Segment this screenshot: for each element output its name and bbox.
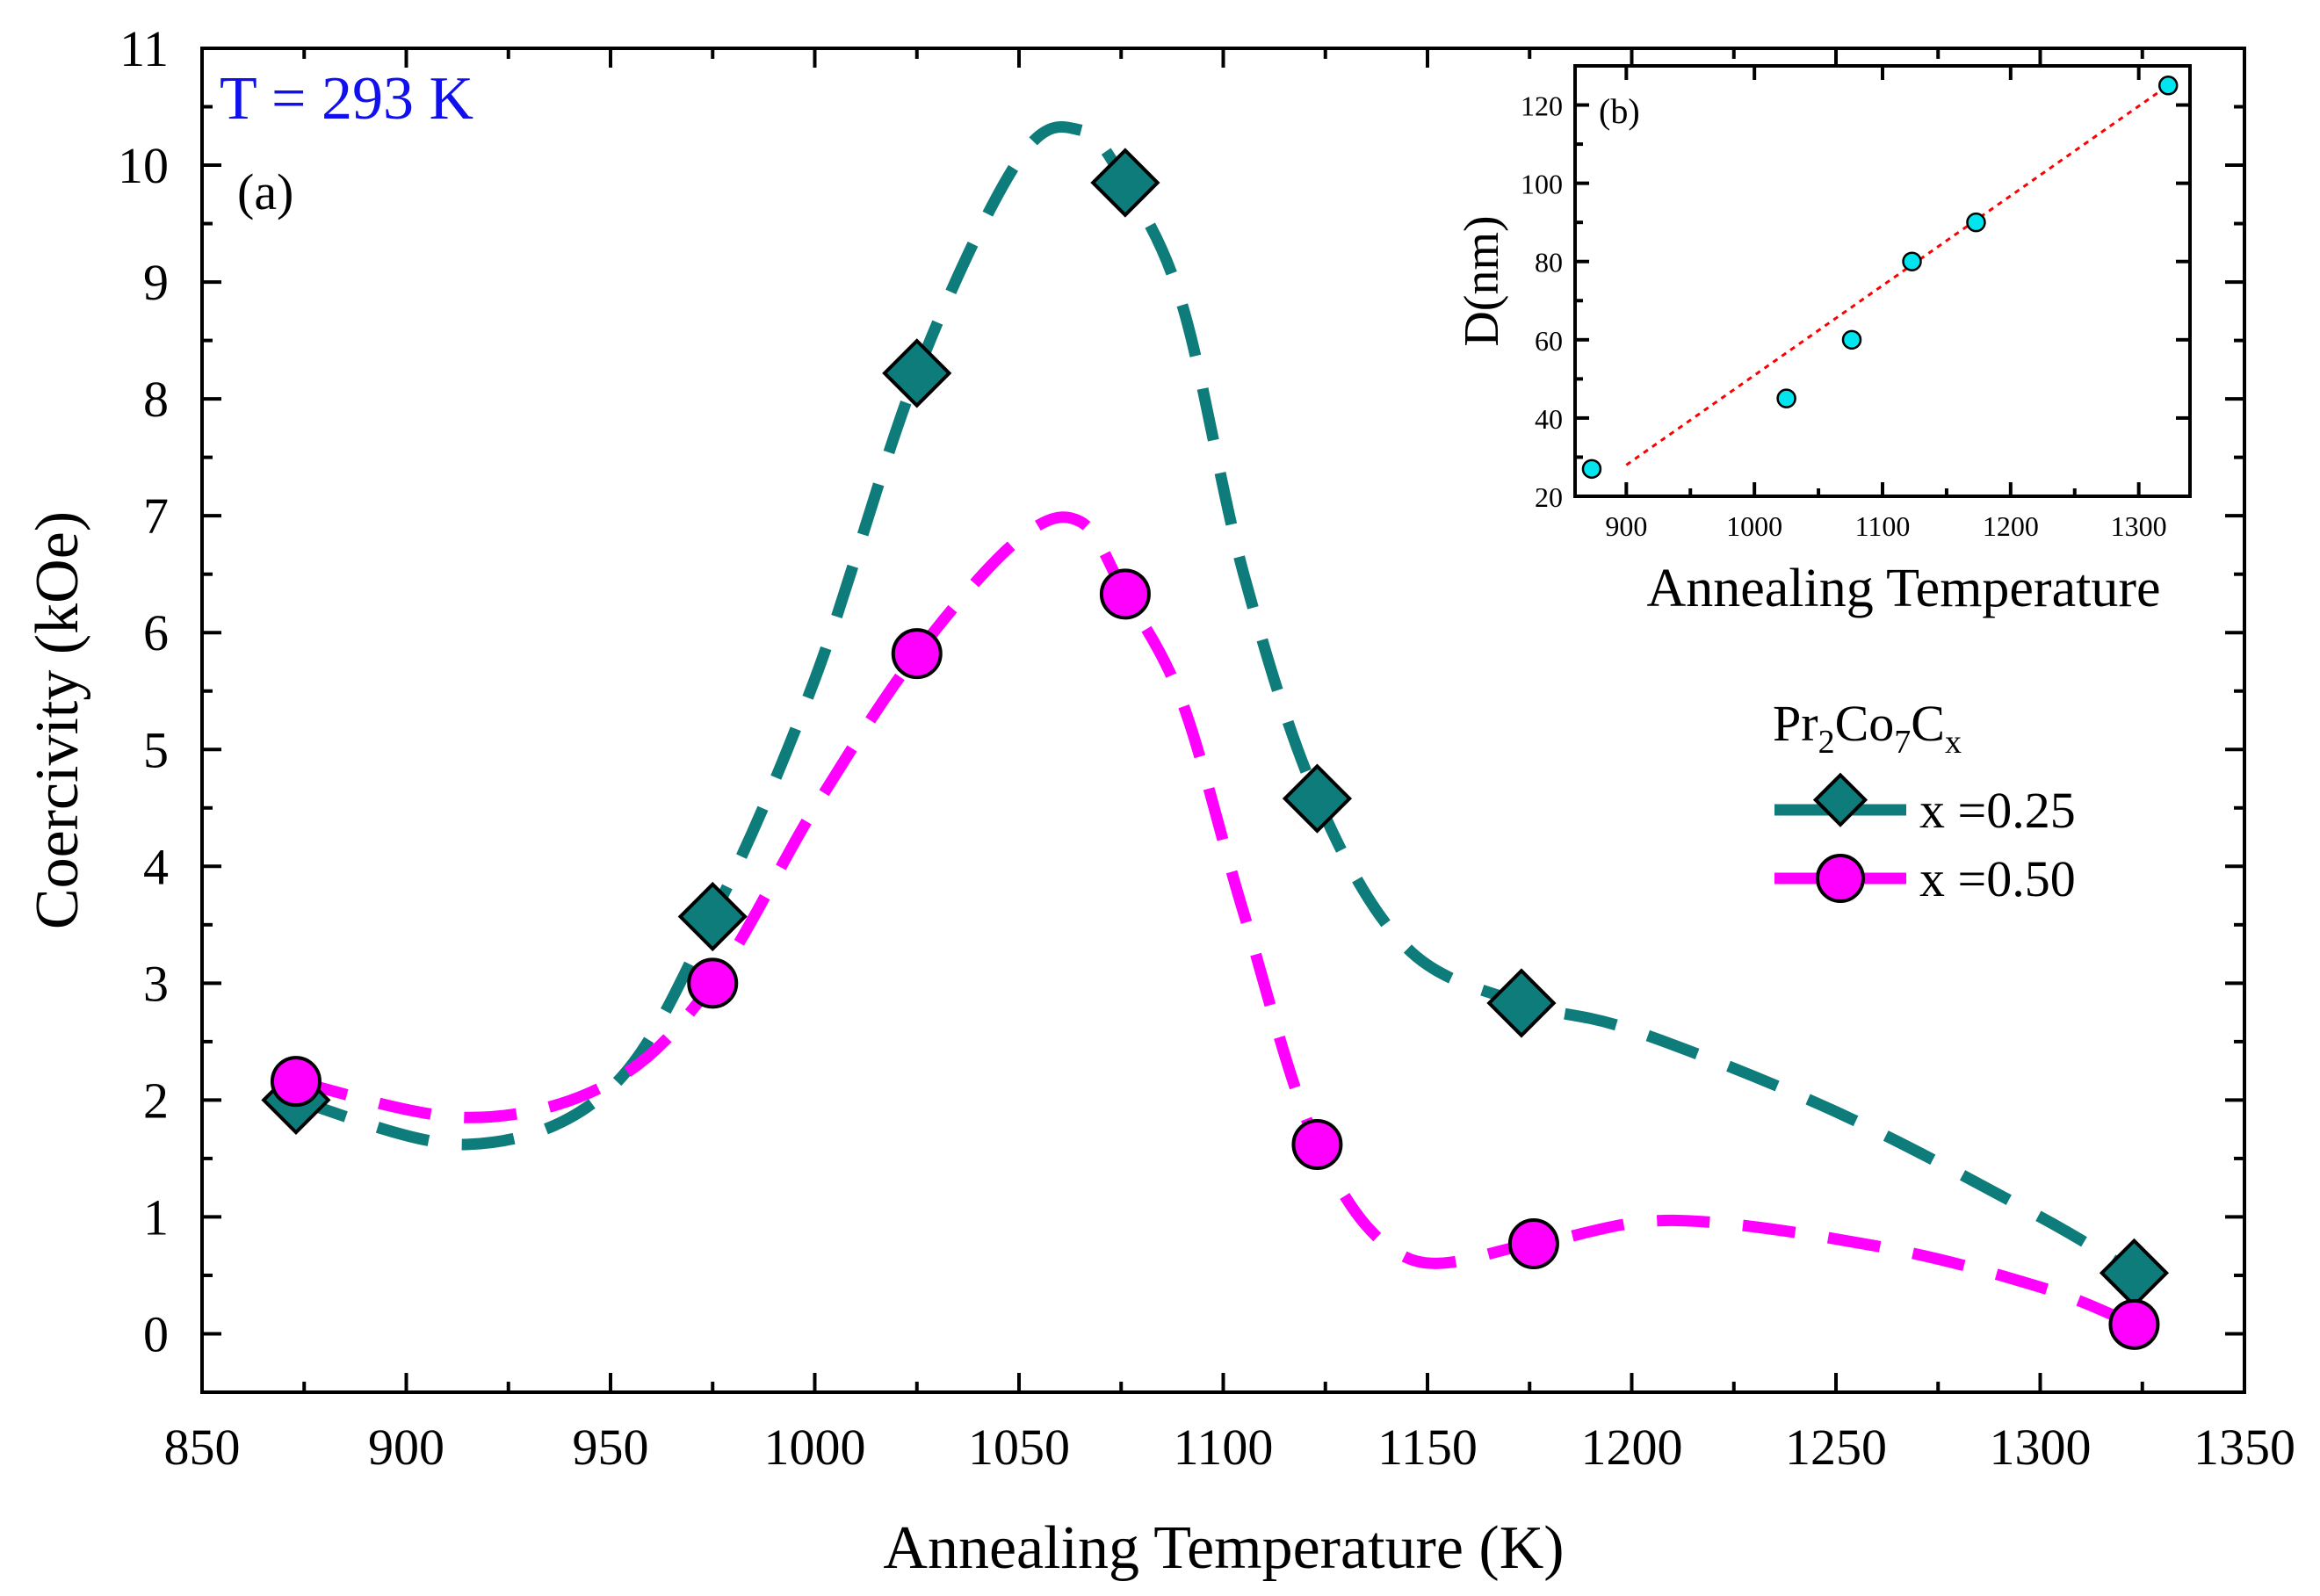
legend-title: Pr2Co7Cx bbox=[1773, 695, 1962, 761]
inset-data-point bbox=[2157, 76, 2179, 96]
main-x-tick-label: 950 bbox=[573, 1419, 649, 1476]
main-x-tick-label: 1300 bbox=[1990, 1419, 2092, 1476]
main-y-tick-label: 2 bbox=[143, 1072, 169, 1129]
main-y-tick-label: 11 bbox=[119, 20, 169, 77]
main-series-curves bbox=[294, 121, 2137, 1330]
main-x-axis-label: Annealing Temperature (K) bbox=[883, 1514, 1564, 1582]
inset-y-tick-label: 120 bbox=[1521, 90, 1563, 122]
data-point-circle bbox=[687, 957, 739, 1009]
main-y-tick-label: 5 bbox=[143, 721, 169, 778]
main-axis-ticks: 850 900 950 1000 1050 1100 1150 1200 1250 1300 135… bbox=[118, 20, 2295, 1476]
inset-data-point bbox=[1966, 212, 1986, 233]
legend-marker-circle bbox=[1816, 854, 1865, 903]
data-point-circle bbox=[891, 628, 943, 680]
inset-y-axis-label: D(nm) bbox=[1455, 215, 1509, 346]
inset-chart: 900 1000 1100 1200 1300 20 40 60 80 100 120 (b) An… bbox=[1455, 64, 2192, 618]
inset-plot-frame bbox=[1573, 64, 2192, 498]
data-point-diamond bbox=[2099, 1238, 2170, 1308]
series-curve-1 bbox=[294, 511, 2136, 1330]
main-y-tick-label: 10 bbox=[118, 137, 169, 194]
data-point-diamond bbox=[1282, 763, 1353, 834]
panel-label-a: (a) bbox=[237, 163, 293, 220]
data-point-circle bbox=[1291, 1118, 1343, 1170]
legend-label-x050: x =0.50 bbox=[1919, 850, 2076, 907]
main-x-tick-label: 1100 bbox=[1174, 1419, 1274, 1476]
inset-fit-line bbox=[1625, 84, 2170, 466]
inset-x-tick-label: 1200 bbox=[1983, 510, 2039, 542]
main-y-tick-label: 9 bbox=[143, 254, 169, 311]
data-point-diamond bbox=[1486, 968, 1557, 1038]
main-y-axis-label: Coercivity (kOe) bbox=[24, 511, 91, 929]
inset-y-tick-label: 20 bbox=[1535, 481, 1563, 513]
main-y-tick-label: 0 bbox=[143, 1305, 169, 1362]
legend-marker-diamond bbox=[1812, 772, 1868, 827]
main-series-markers bbox=[261, 148, 2170, 1350]
main-y-tick-label: 6 bbox=[143, 604, 169, 661]
data-point-circle bbox=[1099, 568, 1151, 620]
main-x-tick-label: 1000 bbox=[764, 1419, 866, 1476]
data-point-circle bbox=[2108, 1298, 2160, 1350]
inset-x-axis-label: Annealing Temperature bbox=[1646, 559, 2160, 618]
inset-y-tick-label: 100 bbox=[1521, 169, 1563, 200]
inset-y-tick-label: 40 bbox=[1535, 403, 1563, 435]
data-point-diamond bbox=[882, 338, 952, 408]
main-y-tick-label: 1 bbox=[143, 1188, 169, 1246]
inset-scatter-points bbox=[1581, 76, 2179, 480]
main-x-tick-label: 1200 bbox=[1581, 1419, 1683, 1476]
main-x-tick-label: 850 bbox=[164, 1419, 241, 1476]
inset-data-point bbox=[1841, 329, 1862, 350]
inset-x-tick-label: 1000 bbox=[1726, 510, 1782, 542]
main-x-tick-label: 1250 bbox=[1785, 1419, 1887, 1476]
inset-x-tick-label: 1300 bbox=[2111, 510, 2167, 542]
inset-axis-ticks: 900 1000 1100 1200 1300 20 40 60 80 100 120 bbox=[1521, 66, 2190, 542]
inset-y-tick-label: 60 bbox=[1535, 325, 1563, 357]
data-point-circle bbox=[1507, 1218, 1559, 1270]
inset-x-tick-label: 1100 bbox=[1855, 510, 1911, 542]
main-y-tick-label: 8 bbox=[143, 371, 169, 428]
data-point-diamond bbox=[677, 881, 748, 952]
data-point-circle bbox=[270, 1056, 322, 1108]
inset-data-point bbox=[1776, 388, 1796, 408]
main-x-tick-label: 900 bbox=[368, 1419, 444, 1476]
temperature-annotation: T = 293 K bbox=[220, 65, 473, 133]
inset-x-tick-label: 900 bbox=[1605, 510, 1647, 542]
legend-label-x025: x =0.25 bbox=[1919, 782, 2076, 839]
inset-data-point bbox=[1581, 459, 1602, 480]
main-x-tick-label: 1350 bbox=[2194, 1419, 2295, 1476]
legend: Pr2Co7Cx x =0.25 x =0.50 bbox=[1773, 695, 2076, 907]
inset-data-point bbox=[1902, 251, 1922, 271]
main-y-tick-label: 4 bbox=[143, 838, 169, 895]
data-point-diamond bbox=[1090, 148, 1160, 218]
inset-fit-line-segment bbox=[1625, 84, 2170, 466]
series-curve-0 bbox=[294, 121, 2137, 1278]
main-y-tick-label: 7 bbox=[143, 487, 169, 545]
panel-label-b: (b) bbox=[1599, 91, 1640, 131]
main-x-tick-label: 1050 bbox=[968, 1419, 1070, 1476]
main-y-tick-label: 3 bbox=[143, 955, 169, 1012]
main-x-tick-label: 1150 bbox=[1377, 1419, 1478, 1476]
inset-y-tick-label: 80 bbox=[1535, 247, 1563, 278]
